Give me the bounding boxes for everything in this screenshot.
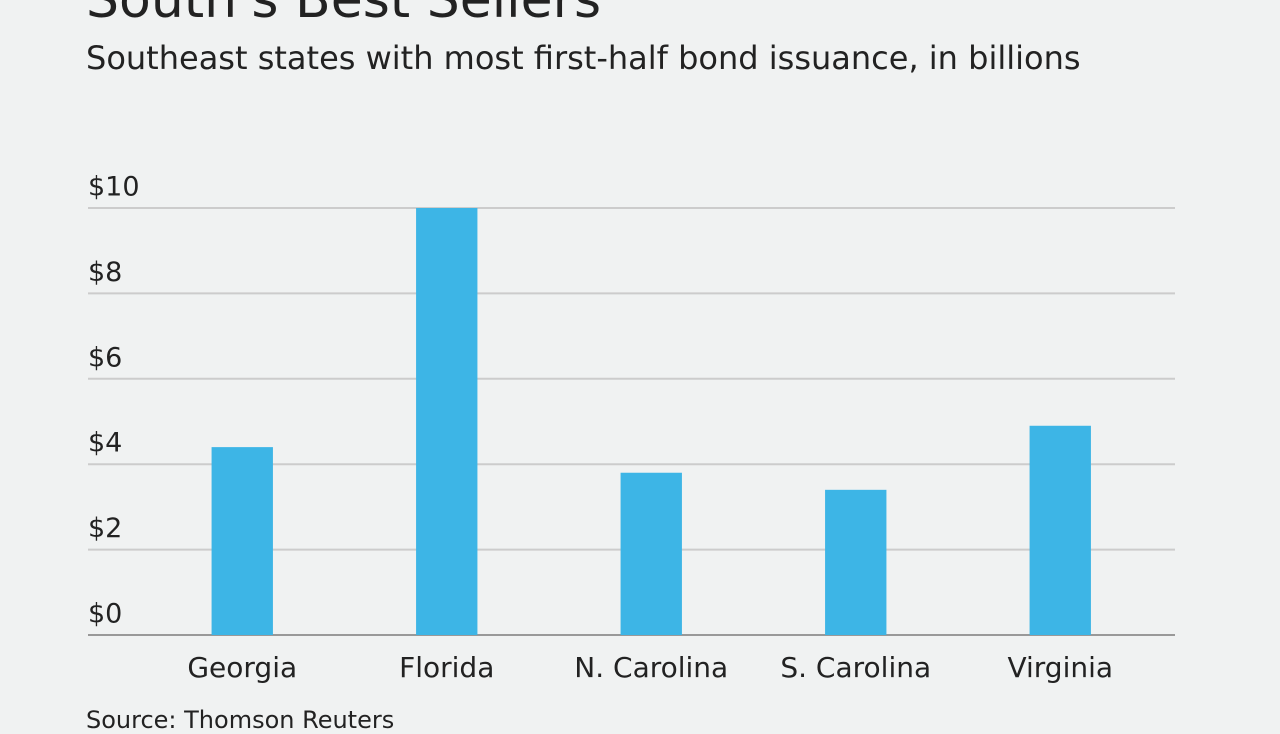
bar <box>1029 425 1091 635</box>
bar <box>825 489 887 635</box>
x-tick-label: Virginia <box>1007 651 1113 684</box>
y-tick-label: $2 <box>88 513 122 544</box>
x-tick-label: Florida <box>399 651 494 684</box>
y-tick-label: $6 <box>88 342 122 373</box>
x-tick-label: S. Carolina <box>780 651 931 684</box>
x-tick-label: N. Carolina <box>574 651 728 684</box>
source-note: Source: Thomson Reuters <box>86 706 395 734</box>
x-tick-label: Georgia <box>187 651 297 684</box>
y-tick-label: $0 <box>88 599 122 630</box>
chart-subtitle: Southeast states with most first-half bo… <box>86 39 1081 77</box>
bar <box>416 208 478 635</box>
y-tick-label: $8 <box>88 257 122 288</box>
y-tick-label: $4 <box>88 428 122 459</box>
chart-title: South's Best Sellers <box>86 0 602 30</box>
bar <box>620 472 682 635</box>
y-tick-label: $10 <box>88 172 140 203</box>
bar <box>211 447 273 635</box>
